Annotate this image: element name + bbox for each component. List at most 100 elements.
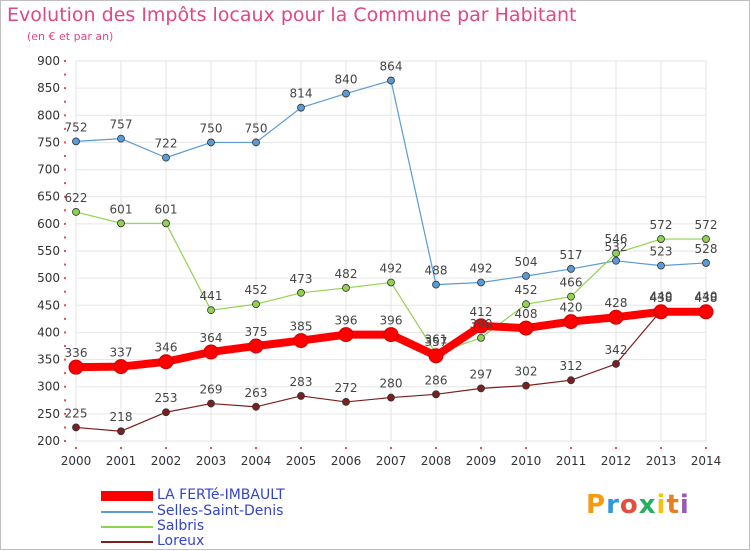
series-point-3 — [702, 235, 710, 243]
logo-letter: i — [679, 490, 690, 520]
y-tick-label: 550 — [37, 244, 60, 258]
x-tick-label: 2013 — [646, 454, 677, 468]
data-label-2: 750 — [200, 121, 223, 135]
x-tick-mark — [480, 447, 482, 449]
data-label-2: 528 — [695, 242, 718, 256]
x-tick-mark — [390, 447, 392, 449]
x-tick-mark — [660, 447, 662, 449]
x-tick-label: 2002 — [151, 454, 182, 468]
series-point-4 — [432, 390, 440, 399]
x-tick-mark — [300, 447, 302, 449]
data-label-3: 546 — [605, 232, 628, 246]
data-label-4: 283 — [290, 375, 313, 389]
y-tick-mark — [64, 222, 66, 225]
x-tick-mark — [570, 447, 572, 449]
legend-label-2: Selles-Saint-Denis — [157, 503, 284, 519]
y-tick-mark — [64, 236, 66, 239]
data-label-1: 412 — [470, 305, 493, 319]
x-tick-label: 2004 — [241, 454, 272, 468]
series-point-3 — [567, 292, 575, 301]
data-label-1: 375 — [245, 325, 268, 339]
y-tick-mark — [64, 87, 66, 90]
y-tick-mark — [64, 412, 66, 415]
series-point-4 — [612, 360, 620, 368]
data-label-1: 336 — [65, 346, 88, 360]
data-label-2: 492 — [470, 261, 493, 275]
data-labels: 336 337 346 364 375 385 396 396 357 412 408 420 428 4… — [65, 60, 718, 425]
x-tick-label: 2006 — [331, 454, 362, 468]
x-tick-mark — [615, 447, 617, 449]
data-label-2: 814 — [290, 87, 313, 101]
x-tick-mark — [120, 447, 122, 449]
x-tick-label: 2012 — [601, 454, 632, 468]
data-label-2: 757 — [110, 118, 133, 132]
series-point-3 — [252, 300, 260, 309]
series-point-2 — [702, 259, 710, 267]
series-point-4 — [207, 399, 215, 408]
series-point-1 — [68, 359, 84, 375]
series-point-2 — [387, 76, 395, 85]
x-tick-label: 2001 — [106, 454, 137, 468]
data-label-2: 532 — [605, 240, 628, 254]
data-label-1: 408 — [515, 307, 538, 321]
series-point-1 — [383, 327, 399, 343]
y-tick-label: 800 — [37, 108, 60, 122]
y-tick-label: 700 — [37, 163, 60, 177]
y-tick-mark — [64, 195, 66, 198]
series-point-4 — [117, 427, 125, 436]
data-label-1: 428 — [605, 296, 628, 310]
y-tick-mark — [64, 304, 66, 307]
logo-letter: r — [606, 490, 620, 520]
x-tick-label: 2010 — [511, 454, 542, 468]
data-label-1: 396 — [335, 314, 358, 328]
data-label-4: 342 — [605, 343, 628, 357]
series-point-2 — [72, 137, 80, 146]
series-point-3 — [477, 333, 485, 342]
logo-letter: o — [619, 490, 639, 520]
series-point-1 — [248, 338, 264, 354]
legend-swatch-2 — [101, 511, 153, 513]
data-label-1: 364 — [200, 331, 223, 345]
proxiti-logo: Proxiti — [586, 490, 690, 520]
series-point-2 — [297, 103, 305, 112]
series-point-1 — [698, 304, 714, 320]
data-label-1: 337 — [110, 346, 133, 360]
series-point-4 — [387, 393, 395, 402]
series-point-1 — [113, 359, 129, 375]
data-label-2: 504 — [515, 255, 538, 269]
legend-label-4: Loreux — [157, 533, 205, 549]
data-label-3: 622 — [65, 191, 88, 205]
data-label-3: 572 — [650, 218, 673, 232]
data-label-2: 722 — [155, 137, 178, 151]
x-tick-label: 2003 — [196, 454, 227, 468]
series-point-3 — [387, 278, 395, 287]
series-point-2 — [657, 261, 665, 270]
data-label-3: 601 — [110, 202, 133, 216]
legend-label-1: LA FERTé-IMBAULT — [157, 487, 285, 503]
y-tick-mark — [64, 127, 66, 130]
y-tick-mark — [64, 331, 66, 334]
grid — [75, 60, 707, 442]
series-point-4 — [567, 376, 575, 385]
series-point-1 — [653, 304, 669, 320]
data-label-3: 390 — [470, 317, 493, 331]
series-point-3 — [72, 208, 80, 216]
y-tick-mark — [64, 209, 66, 212]
y-tick-mark — [64, 60, 66, 62]
data-label-4: 286 — [425, 373, 448, 387]
series-point-3 — [612, 249, 620, 258]
series-point-2 — [432, 280, 440, 289]
x-tick-label: 2008 — [421, 454, 452, 468]
series-point-3 — [117, 219, 125, 228]
data-label-2: 864 — [380, 60, 403, 74]
series-point-2 — [567, 265, 575, 273]
y-tick-mark — [64, 73, 66, 76]
legend-swatch-1 — [101, 491, 153, 501]
series-point-2 — [117, 134, 125, 143]
data-label-3: 452 — [245, 283, 268, 297]
y-tick-mark — [64, 168, 66, 171]
y-tick-mark — [64, 290, 66, 293]
x-tick-label: 2005 — [286, 454, 317, 468]
